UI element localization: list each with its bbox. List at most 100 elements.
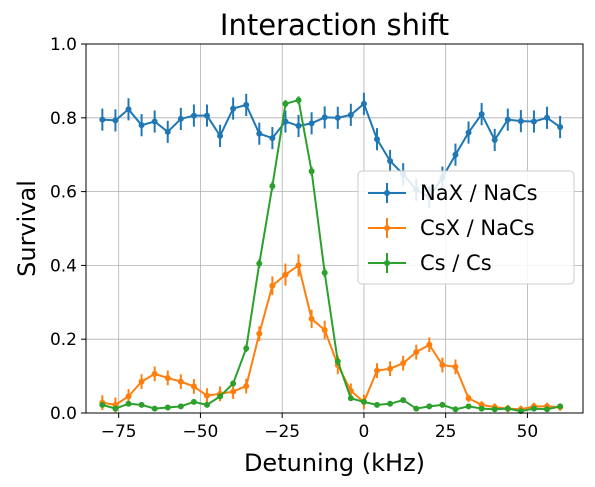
- data-point: [282, 100, 289, 107]
- series-line: [102, 102, 561, 199]
- x-tick-label: −75: [101, 422, 137, 442]
- data-point: [217, 393, 224, 400]
- data-point: [282, 271, 289, 278]
- legend: NaX / NaCs CsX / NaCs Cs / Cs: [357, 170, 575, 285]
- legend-label: CsX / NaCs: [420, 216, 535, 240]
- data-point: [321, 269, 328, 276]
- data-point: [478, 405, 485, 412]
- series-2: [99, 96, 564, 415]
- data-point: [400, 360, 407, 367]
- data-point: [203, 392, 210, 399]
- data-point: [243, 345, 250, 352]
- data-point: [190, 383, 197, 390]
- data-point: [125, 106, 132, 113]
- legend-label: NaX / NaCs: [420, 181, 538, 205]
- x-axis-title: Detuning (kHz): [244, 449, 425, 477]
- data-point: [426, 403, 433, 410]
- data-point: [530, 118, 537, 125]
- data-point: [112, 117, 119, 124]
- data-point: [387, 157, 394, 164]
- data-point: [138, 378, 145, 385]
- data-point: [295, 122, 302, 129]
- data-point: [269, 282, 276, 289]
- data-point: [177, 378, 184, 385]
- x-tick-label: −50: [182, 422, 218, 442]
- data-point: [177, 115, 184, 122]
- data-point: [400, 397, 407, 404]
- data-point: [256, 330, 263, 337]
- chart-title: Interaction shift: [220, 8, 449, 42]
- data-point: [256, 260, 263, 267]
- data-point: [491, 136, 498, 143]
- y-tick-label: 0.0: [50, 404, 77, 424]
- data-point: [203, 112, 210, 119]
- data-point: [282, 118, 289, 125]
- data-point: [295, 262, 302, 269]
- data-point: [504, 116, 511, 123]
- data-point: [243, 101, 250, 108]
- data-point: [347, 395, 354, 402]
- x-tick-label: −25: [264, 422, 300, 442]
- data-point: [387, 365, 394, 372]
- data-point: [269, 135, 276, 142]
- data-point: [243, 383, 250, 390]
- data-point: [217, 132, 224, 139]
- data-point: [125, 393, 132, 400]
- data-point: [452, 406, 459, 413]
- legend-label: Cs / Cs: [420, 251, 492, 275]
- data-point: [452, 151, 459, 158]
- data-point: [465, 395, 472, 402]
- data-point: [256, 130, 263, 137]
- data-point: [374, 401, 381, 408]
- axis-ticks: −75 −50 −25 0 25 50 0.0 0.2 0.4 0.6 0.8 1.0: [50, 35, 538, 442]
- y-tick-label: 1.0: [50, 35, 77, 55]
- data-point: [138, 401, 145, 408]
- plot-frame: [85, 43, 584, 414]
- data-point: [99, 116, 106, 123]
- data-point: [308, 120, 315, 127]
- data-point: [465, 403, 472, 410]
- data-point: [491, 406, 498, 413]
- data-point: [164, 128, 171, 135]
- data-point: [557, 403, 564, 410]
- y-axis-title: Survival: [13, 180, 41, 277]
- y-tick-label: 0.2: [50, 330, 77, 350]
- y-tick-label: 0.8: [50, 109, 77, 129]
- legend-item: NaX / NaCs: [368, 181, 538, 205]
- data-point: [164, 404, 171, 411]
- data-point: [374, 367, 381, 374]
- legend-swatch-marker: [384, 190, 390, 196]
- x-tick-label: 25: [435, 422, 457, 442]
- data-point: [125, 400, 132, 407]
- data-point: [295, 97, 302, 104]
- data-point: [112, 405, 119, 412]
- data-point: [230, 380, 237, 387]
- data-point: [465, 129, 472, 136]
- data-point: [360, 398, 367, 405]
- legend-swatch-marker: [384, 260, 390, 266]
- data-point: [413, 349, 420, 356]
- data-point: [530, 405, 537, 412]
- data-point: [99, 401, 106, 408]
- data-point: [308, 168, 315, 175]
- data-point: [426, 341, 433, 348]
- data-point: [151, 370, 158, 377]
- x-tick-label: 50: [517, 422, 539, 442]
- data-point: [452, 363, 459, 370]
- data-point: [360, 100, 367, 107]
- data-point: [177, 403, 184, 410]
- data-point: [544, 114, 551, 121]
- data-point: [164, 374, 171, 381]
- data-point: [439, 362, 446, 369]
- data-point: [269, 183, 276, 190]
- data-point: [334, 358, 341, 365]
- series-layer: [99, 92, 564, 415]
- legend-box: [357, 170, 575, 285]
- data-point: [544, 406, 551, 413]
- data-point: [517, 118, 524, 125]
- legend-item: CsX / NaCs: [368, 216, 535, 240]
- data-point: [308, 315, 315, 322]
- data-point: [138, 122, 145, 129]
- data-point: [334, 114, 341, 121]
- data-point: [387, 400, 394, 407]
